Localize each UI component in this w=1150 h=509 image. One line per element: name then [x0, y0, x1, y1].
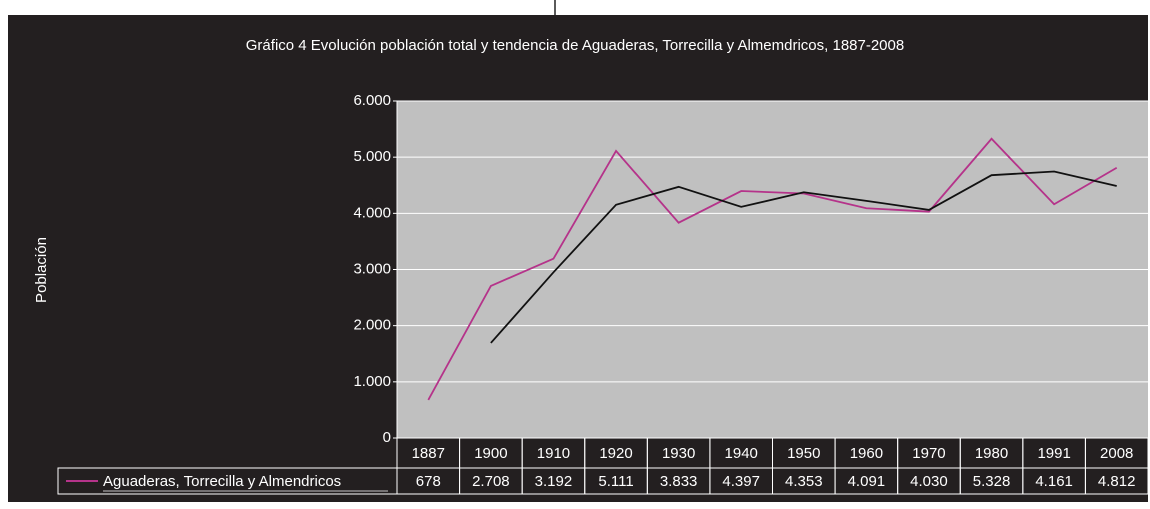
table-value: 4.353: [785, 473, 823, 490]
x-tick-label: 1991: [1037, 445, 1070, 462]
table-value: 4.030: [910, 473, 948, 490]
x-tick-label: 1900: [474, 445, 507, 462]
x-tick-label: 1910: [537, 445, 570, 462]
x-tick-label: 1970: [912, 445, 945, 462]
x-tick-label: 1887: [412, 445, 445, 462]
y-tick-label: 0: [383, 429, 391, 446]
table-value: 4.812: [1098, 473, 1136, 490]
table-cell: [1084, 437, 1149, 495]
x-tick-label: 1980: [975, 445, 1008, 462]
y-tick-label: 3.000: [353, 260, 391, 277]
x-tick-label: 1920: [599, 445, 632, 462]
y-tick-label: 1.000: [353, 373, 391, 390]
table-value: 3.833: [660, 473, 698, 490]
x-tick-label: 2008: [1100, 445, 1133, 462]
table-value: 3.192: [535, 473, 573, 490]
table-value: 4.161: [1035, 473, 1073, 490]
chart-title: Gráfico 4 Evolución población total y te…: [246, 37, 904, 54]
y-tick-label: 6.000: [353, 92, 391, 109]
y-axis-label: Población: [33, 237, 50, 303]
table-value: 2.708: [472, 473, 510, 490]
x-tick-label: 1930: [662, 445, 695, 462]
x-tick-label: 1940: [725, 445, 758, 462]
table-value: 5.111: [598, 473, 633, 490]
y-tick-label: 4.000: [353, 204, 391, 221]
y-tick-label: 5.000: [353, 148, 391, 165]
data-line: [427, 137, 1118, 401]
x-tick-label: 1960: [850, 445, 883, 462]
table-value: 5.328: [973, 473, 1011, 490]
y-tick-label: 2.000: [353, 317, 391, 334]
legend-label: Aguaderas, Torrecilla y Almendricos: [103, 473, 341, 490]
data-line: [490, 170, 1117, 344]
table-value: 4.091: [848, 473, 886, 490]
table-value: 4.397: [722, 473, 760, 490]
table-value: 678: [416, 473, 441, 490]
x-tick-label: 1950: [787, 445, 820, 462]
